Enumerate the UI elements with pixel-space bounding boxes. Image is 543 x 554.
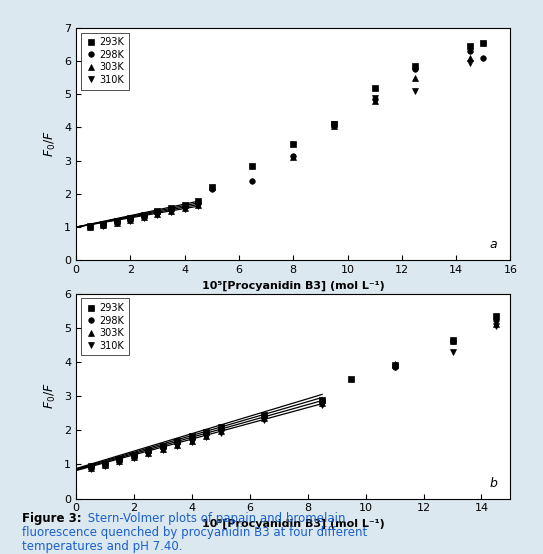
X-axis label: 10⁵[Procyanidin B3] (mol L⁻¹): 10⁵[Procyanidin B3] (mol L⁻¹) [202,281,384,291]
X-axis label: 10⁵[Procyanidin B3] (mol L⁻¹): 10⁵[Procyanidin B3] (mol L⁻¹) [202,519,384,529]
Text: fluorescence quenched by procyanidin B3 at four different: fluorescence quenched by procyanidin B3 … [22,526,367,539]
Y-axis label: $F_0/F$: $F_0/F$ [43,131,59,157]
Y-axis label: $F_0/F$: $F_0/F$ [43,383,59,409]
Text: temperatures and pH 7.40.: temperatures and pH 7.40. [22,540,182,553]
Text: Stern-Volmer plots of papain and bromelain: Stern-Volmer plots of papain and bromela… [84,512,346,525]
Legend: 293K, 298K, 303K, 310K: 293K, 298K, 303K, 310K [81,33,129,90]
Legend: 293K, 298K, 303K, 310K: 293K, 298K, 303K, 310K [81,299,129,356]
Text: Figure 3:: Figure 3: [22,512,81,525]
Text: a: a [490,238,497,251]
Text: b: b [489,478,497,490]
